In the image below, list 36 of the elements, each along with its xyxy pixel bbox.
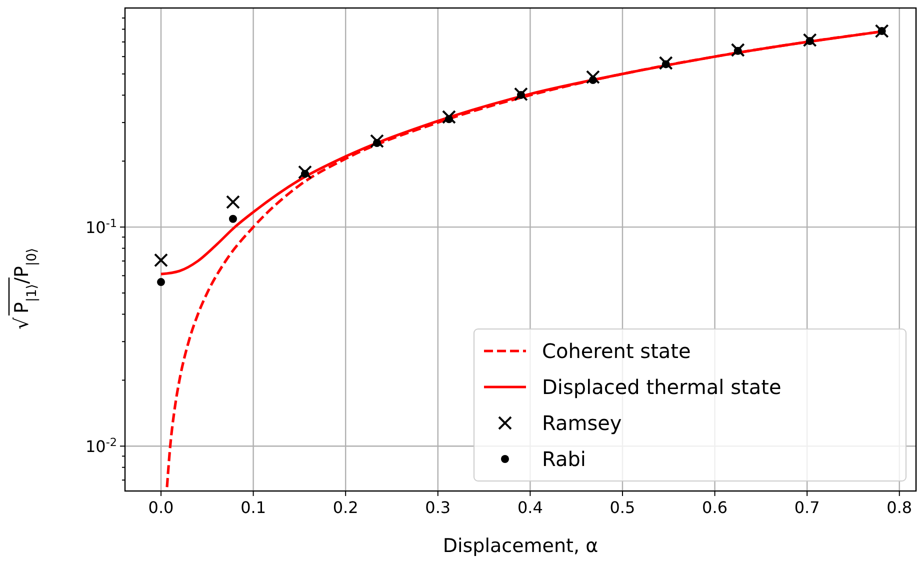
point xyxy=(226,195,240,210)
point xyxy=(734,46,742,55)
point xyxy=(156,278,165,286)
x-tick-label: 0.6 xyxy=(702,498,728,517)
point xyxy=(370,134,384,148)
y-tick-label: 10$^{-2}$ xyxy=(85,436,117,456)
point xyxy=(372,138,381,147)
legend-label: Rabi xyxy=(542,447,586,471)
legend-label: Displaced thermal state xyxy=(542,375,782,399)
x-tick-label: 0.8 xyxy=(886,498,912,517)
point xyxy=(802,33,817,48)
x-tick-label: 0.4 xyxy=(517,498,543,517)
point xyxy=(228,214,237,223)
point xyxy=(730,43,745,58)
x-axis-title: Displacement, α xyxy=(442,535,598,557)
point xyxy=(806,36,814,45)
x-tick-label: 0.5 xyxy=(610,498,636,517)
y-tick-label: 10$^{-1}$ xyxy=(85,216,117,238)
point xyxy=(588,76,597,84)
point xyxy=(444,115,453,124)
point xyxy=(658,56,673,70)
x-tick-label: 0.7 xyxy=(794,498,820,517)
legend-label: Ramsey xyxy=(542,411,622,435)
x-tick-label: 0.1 xyxy=(240,498,266,517)
x-tick-label: 0.3 xyxy=(425,498,451,517)
point xyxy=(516,90,525,99)
point xyxy=(154,253,168,268)
x-tick-label: 0.2 xyxy=(332,498,358,517)
point xyxy=(514,87,528,102)
point xyxy=(298,165,312,180)
point xyxy=(300,170,309,178)
x-tick-label: 0.0 xyxy=(148,498,174,517)
legend-label: Coherent state xyxy=(542,339,691,363)
point xyxy=(662,60,670,68)
point xyxy=(586,70,600,84)
point xyxy=(442,110,456,124)
